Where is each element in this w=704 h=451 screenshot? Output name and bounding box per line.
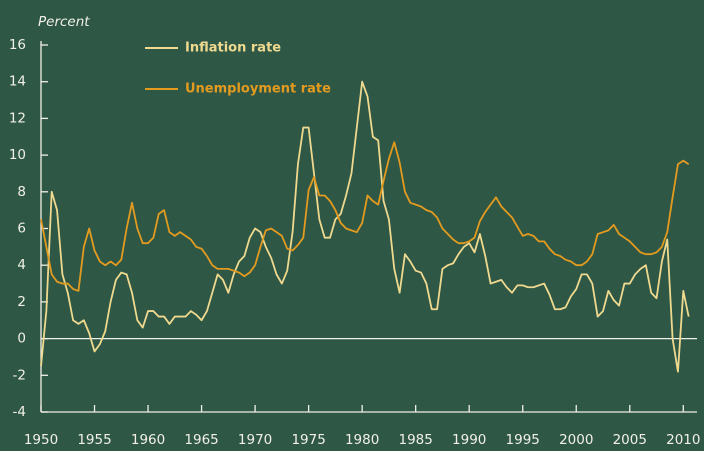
y-tick-label: 16	[9, 37, 26, 53]
x-tick-label: 1955	[77, 432, 111, 448]
x-tick-label: 2005	[613, 432, 647, 448]
x-tick-label: 1965	[184, 432, 218, 448]
series-line	[40, 141, 690, 292]
y-tick-label: 0	[17, 331, 26, 347]
x-tick-label: 1995	[506, 432, 540, 448]
y-tick-label: 12	[9, 110, 26, 126]
y-tick-label: -2	[13, 367, 26, 383]
x-tick-label: 1960	[131, 432, 165, 448]
series-line	[40, 80, 690, 373]
x-tick-label: 1990	[452, 432, 486, 448]
x-tick-label: 1975	[291, 432, 325, 448]
x-tick-label: 1950	[24, 432, 58, 448]
y-tick-label: 6	[17, 221, 26, 237]
x-tick-label: 1980	[345, 432, 379, 448]
x-tick-label: 1985	[398, 432, 432, 448]
y-tick-label: 4	[17, 257, 26, 273]
x-tick-label: 2010	[666, 432, 700, 448]
legend-text: Unemployment rate	[185, 82, 331, 97]
y-axis-label: Percent	[38, 14, 90, 30]
x-tick-label: 1970	[238, 432, 272, 448]
y-tick-label: 10	[9, 147, 26, 163]
y-tick-label: 14	[9, 74, 26, 90]
y-tick-label: 2	[17, 294, 26, 310]
y-tick-label: 8	[17, 184, 26, 200]
x-tick-label: 2000	[559, 432, 593, 448]
legend-text: Inflation rate	[185, 41, 281, 56]
y-tick-label: -4	[13, 404, 26, 420]
